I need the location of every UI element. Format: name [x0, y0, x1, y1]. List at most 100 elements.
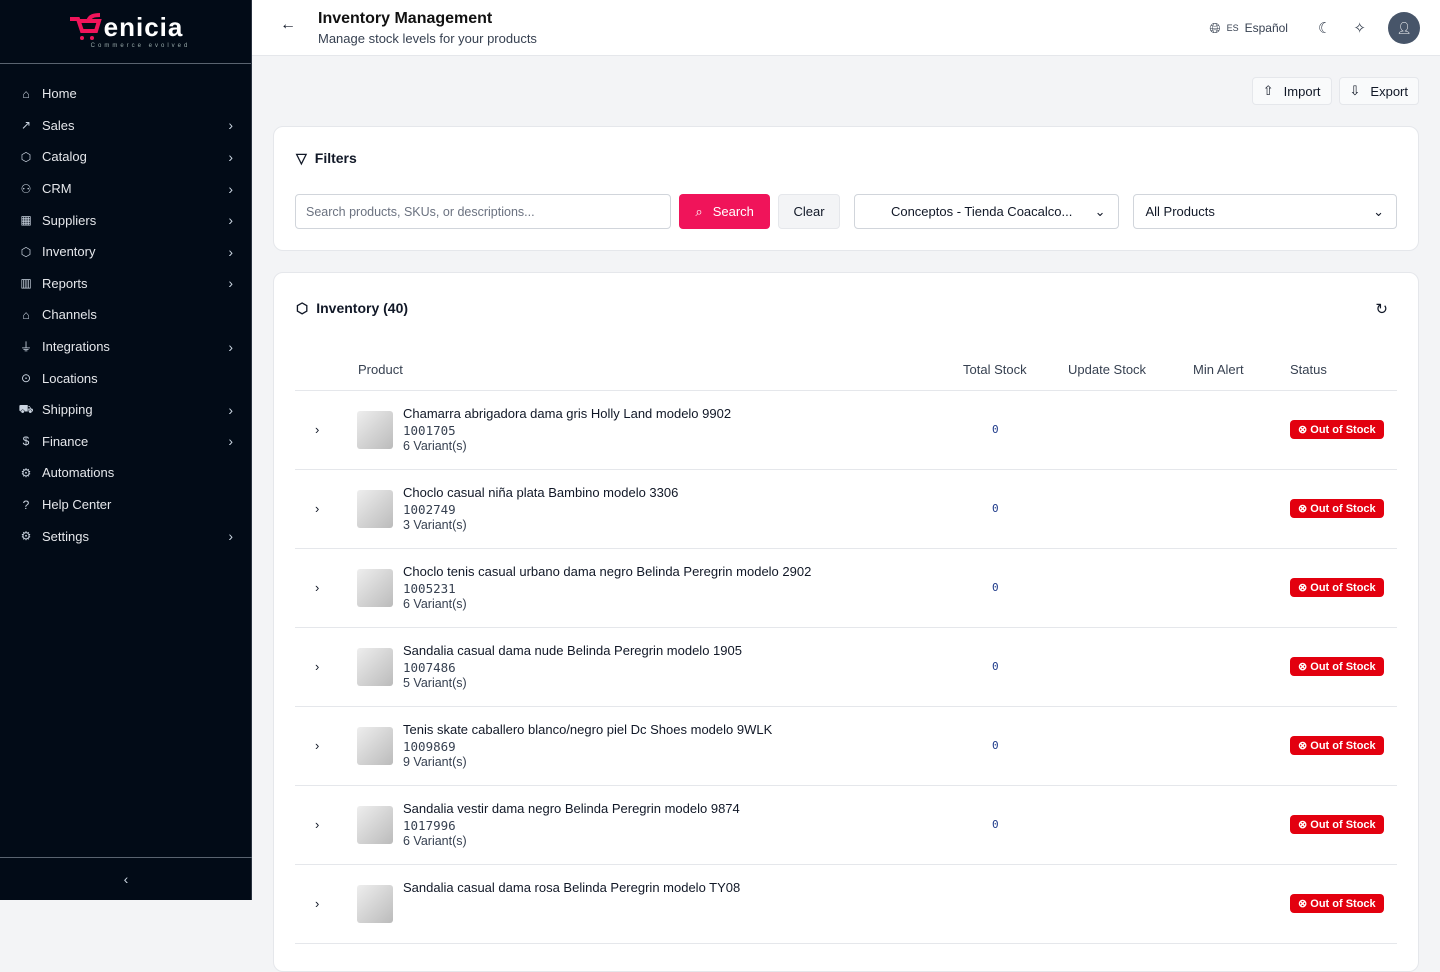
collapse-sidebar-button[interactable]: ‹	[0, 857, 252, 900]
language-selector[interactable]: 🌐︎ ES Español	[1209, 20, 1288, 37]
sidebar-item-settings[interactable]: ⚙ Settings ›	[0, 520, 251, 552]
moon-icon[interactable]: ☾	[1317, 20, 1332, 37]
status-badge: ⊗ Out of Stock	[1290, 499, 1384, 518]
truck-icon: ⛟	[18, 401, 34, 416]
refresh-icon[interactable]: ↻	[1375, 301, 1388, 318]
x-circle-icon: ⊗	[1298, 503, 1308, 515]
home-icon: ⌂	[22, 86, 30, 101]
export-label: Export	[1370, 83, 1408, 99]
table-row: › Tenis skate caballero blanco/negro pie…	[295, 707, 1397, 786]
status-badge: ⊗ Out of Stock	[1290, 815, 1384, 834]
status-label: Out of Stock	[1310, 819, 1376, 831]
col-total-stock: Total Stock	[963, 362, 1027, 377]
search-input[interactable]: Search products, SKUs, or descriptions..…	[295, 194, 672, 229]
chevron-right-icon: ›	[228, 528, 233, 545]
table-row: › Sandalia casual dama nude Belinda Pere…	[295, 628, 1397, 707]
col-status: Status	[1290, 362, 1327, 377]
inventory-card: ⬡ Inventory (40) ↻ Product Total Stock Up…	[273, 272, 1419, 972]
gear-icon: ⚙	[20, 529, 32, 544]
product-name: Tenis skate caballero blanco/negro piel …	[403, 722, 773, 737]
inventory-title: Inventory (40)	[316, 300, 409, 316]
products-select[interactable]: All Products ⌄	[1132, 194, 1397, 229]
table-header: Product Total Stock Update Stock Min Ale…	[295, 353, 1397, 391]
clear-button[interactable]: Clear	[778, 194, 840, 229]
x-circle-icon: ⊗	[1298, 424, 1308, 436]
download-icon: ⇩	[1349, 83, 1361, 98]
logo[interactable]: enicia Commerce evolved	[0, 0, 251, 64]
expand-chevron-icon[interactable]: ›	[315, 659, 320, 674]
sidebar-item-label: Help Center	[42, 497, 112, 513]
sidebar-item-locations[interactable]: ⊙ Locations	[0, 362, 251, 394]
col-update-stock: Update Stock	[1068, 362, 1147, 377]
expand-chevron-icon[interactable]: ›	[315, 817, 320, 832]
product-sku: 1005231	[403, 581, 456, 596]
product-variants: 6 Variant(s)	[403, 597, 467, 611]
total-stock: 0	[992, 818, 999, 831]
sidebar-item-reports[interactable]: ▥ Reports ›	[0, 268, 251, 300]
sidebar-item-finance[interactable]: $ Finance ›	[0, 426, 251, 458]
users-icon: ⚇	[20, 181, 32, 196]
sidebar-item-crm[interactable]: ⚇ CRM ›	[0, 173, 251, 205]
product-name: Choclo casual niña plata Bambino modelo …	[403, 485, 679, 500]
product-variants: 9 Variant(s)	[403, 755, 467, 769]
expand-chevron-icon[interactable]: ›	[315, 580, 320, 595]
sidebar-item-integrations[interactable]: ⏚ Integrations ›	[0, 331, 251, 363]
col-min-alert: Min Alert	[1193, 362, 1244, 377]
search-button[interactable]: ⌕ Search	[679, 194, 771, 229]
sparkles-icon[interactable]: ✧	[1353, 20, 1366, 37]
total-stock: 0	[992, 739, 999, 752]
expand-chevron-icon[interactable]: ›	[315, 501, 320, 516]
product-variants: 6 Variant(s)	[403, 439, 467, 453]
sidebar-item-label: Locations	[42, 370, 98, 386]
filters-title: Filters	[314, 150, 357, 166]
product-image	[357, 806, 393, 844]
total-stock: 0	[992, 581, 999, 594]
page-subtitle: Manage stock levels for your products	[318, 31, 537, 46]
chevron-right-icon: ›	[228, 401, 233, 418]
sidebar-item-label: Channels	[42, 307, 97, 323]
sidebar-item-label: CRM	[42, 181, 72, 197]
product-sku: 1009869	[403, 739, 456, 754]
total-stock: 0	[992, 660, 999, 673]
sidebar: enicia Commerce evolved ⌂ Home ↗ Sales › ⬡ Cat…	[0, 0, 252, 900]
sidebar-item-inventory[interactable]: ⬡ Inventory ›	[0, 236, 251, 268]
export-button[interactable]: ⇩ Export	[1338, 77, 1419, 105]
total-stock: 0	[992, 502, 999, 515]
table-row: › Choclo tenis casual urbano dama negro …	[295, 549, 1397, 628]
table-row: › Chamarra abrigadora dama gris Holly La…	[295, 391, 1397, 470]
status-badge: ⊗ Out of Stock	[1290, 894, 1384, 913]
brand-name: enicia	[103, 12, 184, 42]
product-image	[357, 411, 393, 449]
sidebar-item-home[interactable]: ⌂ Home	[0, 78, 251, 110]
product-sku: 1002749	[403, 502, 456, 517]
sidebar-item-shipping[interactable]: ⛟ Shipping ›	[0, 394, 251, 426]
store-select[interactable]: Conceptos - Tienda Coacalco... ⌄	[853, 194, 1119, 229]
import-label: Import	[1283, 83, 1321, 99]
sidebar-item-label: Inventory	[42, 244, 96, 260]
sidebar-item-channels[interactable]: ⌂ Channels	[0, 299, 251, 331]
sidebar-item-sales[interactable]: ↗ Sales ›	[0, 110, 251, 142]
sidebar-item-help-center[interactable]: ? Help Center	[0, 489, 251, 521]
user-icon: 👤︎	[1396, 21, 1412, 35]
product-name: Sandalia casual dama nude Belinda Peregr…	[403, 643, 742, 658]
back-arrow-icon[interactable]: ←	[280, 16, 296, 33]
product-name: Choclo tenis casual urbano dama negro Be…	[403, 564, 812, 579]
expand-chevron-icon[interactable]: ›	[315, 738, 320, 753]
sidebar-item-automations[interactable]: ⚙ Automations	[0, 457, 251, 489]
expand-chevron-icon[interactable]: ›	[315, 896, 320, 911]
product-name: Chamarra abrigadora dama gris Holly Land…	[403, 406, 732, 421]
sidebar-item-catalog[interactable]: ⬡ Catalog ›	[0, 141, 251, 173]
language-code: ES	[1226, 23, 1239, 33]
expand-chevron-icon[interactable]: ›	[315, 422, 320, 437]
avatar[interactable]: 👤︎	[1388, 12, 1420, 44]
cart-logo-icon	[69, 13, 102, 40]
table-row: › Choclo casual niña plata Bambino model…	[295, 470, 1397, 549]
sidebar-item-label: Settings	[42, 528, 89, 544]
import-button[interactable]: ⇧ Import	[1251, 77, 1332, 105]
bot-icon: ⚙	[20, 465, 32, 480]
sidebar-item-suppliers[interactable]: ▦ Suppliers ›	[0, 204, 251, 236]
language-label: Español	[1244, 21, 1288, 35]
table-row: › Sandalia casual dama rosa Belinda Pere…	[295, 865, 1397, 944]
globe-icon: 🌐︎	[1209, 19, 1221, 36]
bar-chart-icon: ▥	[20, 276, 32, 291]
